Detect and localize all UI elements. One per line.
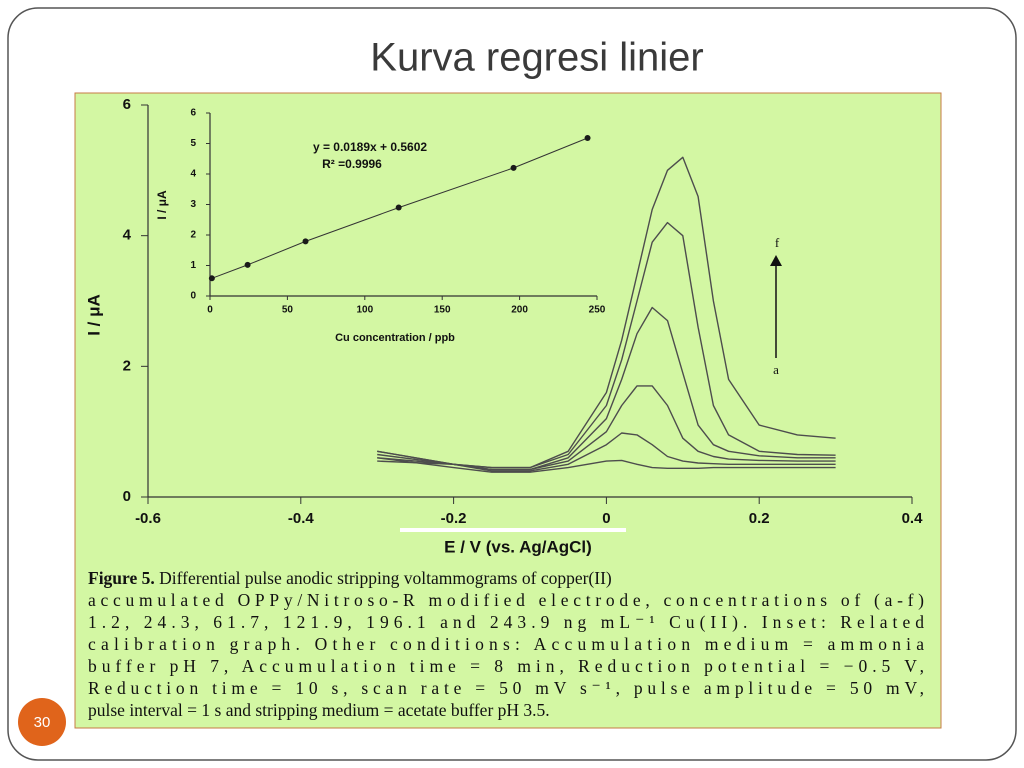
y-tick-label: 2 <box>123 357 131 374</box>
caption-text: Differential pulse anodic stripping volt… <box>155 568 612 588</box>
caption-label: Figure 5. <box>88 568 155 588</box>
y-tick-label: 6 <box>123 96 131 113</box>
y-axis-label: I / μA <box>84 294 103 336</box>
point <box>395 204 402 211</box>
caption-line: 1.2, 24.3, 61.7, 121.9, 196.1 and 243.9 … <box>88 612 924 632</box>
point <box>584 135 591 142</box>
annotation: f <box>775 235 780 250</box>
caption-line: Reduction time = 10 s, scan rate = 50 mV… <box>88 678 924 698</box>
curve <box>377 432 836 472</box>
point <box>510 164 517 171</box>
x-tick-label: 0 <box>207 305 213 316</box>
figure-background <box>74 92 942 729</box>
x-tick-label: -0.2 <box>441 510 467 527</box>
caption-line: Figure 5. Differential pulse anodic stri… <box>88 568 612 588</box>
x-tick-label: -0.4 <box>288 510 315 527</box>
caption-line: accumulated OPPy/Nitroso-R modified elec… <box>88 590 924 610</box>
fit-line <box>211 137 588 279</box>
y-tick-label: 5 <box>190 138 196 149</box>
y-axis-label: I / μA <box>155 190 169 220</box>
slide-title: Kurva regresi linier <box>370 36 703 80</box>
scan-artifact <box>400 528 626 532</box>
r-squared: R² =0.9996 <box>322 157 382 171</box>
annotation: a <box>773 362 779 377</box>
page-number-badge <box>18 698 66 746</box>
x-tick-label: 0.4 <box>902 510 924 527</box>
curve <box>377 306 836 471</box>
equation: y = 0.0189x + 0.5602 <box>313 140 427 154</box>
y-tick-label: 0 <box>123 488 131 505</box>
caption-line: pulse interval = 1 s and stripping mediu… <box>88 700 550 720</box>
y-tick-label: 2 <box>190 230 196 241</box>
y-tick-label: 3 <box>190 199 196 210</box>
page-number: 30 <box>34 714 51 731</box>
x-tick-label: 100 <box>356 305 373 316</box>
curve <box>377 156 836 469</box>
x-tick-label: 0.2 <box>749 510 770 527</box>
y-tick-label: 4 <box>123 227 132 244</box>
arrow-head <box>770 255 782 266</box>
y-tick-label: 0 <box>190 291 196 302</box>
curve <box>377 457 836 473</box>
y-tick-label: 4 <box>190 169 196 180</box>
caption-line: calibration graph. Other conditions: Acc… <box>88 634 924 654</box>
x-tick-label: 50 <box>282 305 294 316</box>
y-tick-label: 6 <box>190 108 196 119</box>
point <box>208 275 215 282</box>
x-tick-label: -0.6 <box>135 510 161 527</box>
x-axis-label: E / V (vs. Ag/AgCl) <box>444 537 592 556</box>
x-axis-label: Cu concentration / ppb <box>335 332 455 344</box>
point <box>244 261 251 268</box>
x-tick-label: 150 <box>434 305 451 316</box>
point <box>302 238 309 245</box>
x-tick-label: 200 <box>511 305 528 316</box>
y-tick-label: 1 <box>190 260 196 271</box>
x-tick-label: 0 <box>602 510 610 527</box>
x-tick-label: 250 <box>589 305 606 316</box>
